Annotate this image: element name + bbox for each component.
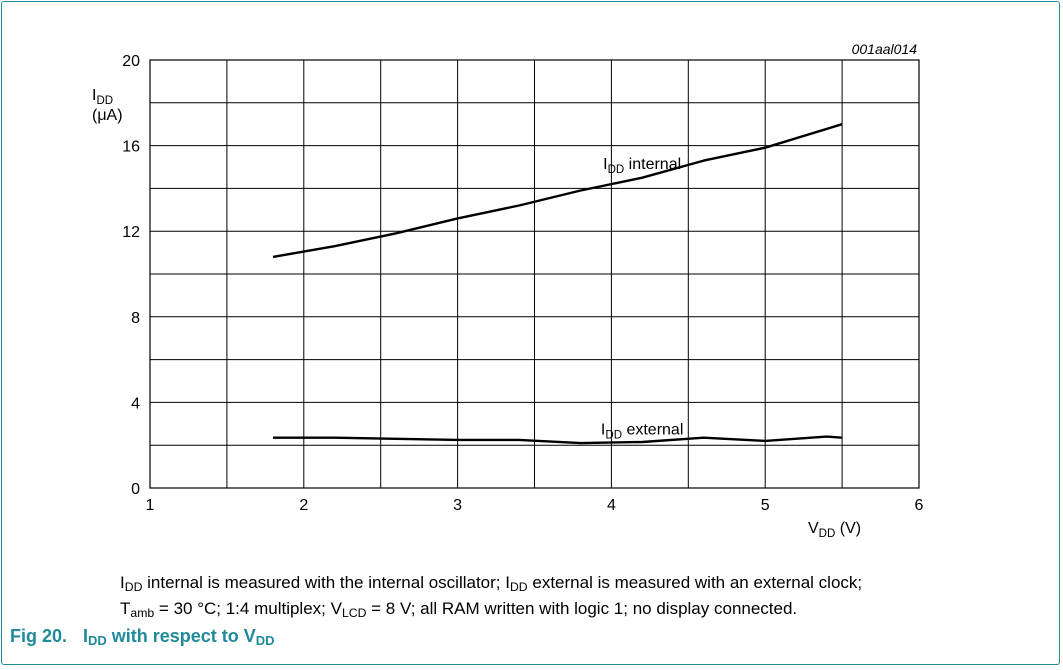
y-tick-label: 20 — [122, 53, 140, 70]
caption-text: I — [83, 626, 89, 646]
y-axis-unit: (μA) — [92, 107, 123, 124]
caption-line-2: Tamb = 30 °C; 1:4 multiplex; VLCD = 8 V;… — [120, 596, 797, 626]
x-tick-label: 2 — [299, 497, 308, 514]
x-axis-label: VDD (V) — [808, 520, 861, 540]
series-label-2: IDD external — [601, 422, 683, 442]
subscript-text: amb — [130, 606, 155, 621]
subscript-text: DD — [88, 633, 107, 649]
y-tick-label: 16 — [122, 139, 140, 156]
caption-line-1: IDD internal is measured with the intern… — [120, 570, 862, 600]
caption-text: I — [120, 573, 125, 592]
caption-text: T — [120, 599, 131, 618]
caption-text: = 30 °C; 1:4 multiplex; V — [154, 599, 342, 618]
y-tick-label: 0 — [131, 481, 140, 498]
series-label-1: IDD internal — [603, 156, 681, 176]
subscript-text: DD — [124, 580, 143, 595]
subscript-text: DD — [509, 580, 528, 595]
series-line-2 — [273, 435, 843, 445]
subscript-text: DD — [255, 633, 275, 649]
y-tick-label: 4 — [131, 395, 140, 412]
figure-title-text: IDD with respect to VDD — [83, 626, 275, 649]
x-tick-label: 4 — [607, 497, 616, 514]
y-tick-label: 8 — [131, 310, 140, 327]
figure-id: 001aal014 — [852, 41, 918, 57]
plot-area-border — [149, 59, 920, 489]
subscript-text: LCD — [341, 606, 367, 621]
y-tick-label: 12 — [122, 224, 140, 241]
series-line-1 — [272, 123, 843, 259]
x-tick-label: 6 — [915, 497, 924, 514]
x-tick-label: 3 — [453, 497, 462, 514]
y-axis-label: IDD — [92, 87, 113, 107]
figure-title: Fig 20. IDD with respect to VDD — [10, 626, 275, 648]
x-tick-label: 5 — [761, 497, 770, 514]
caption-text: = 8 V; all RAM written with logic 1; no … — [366, 599, 798, 618]
caption-text: external is measured with an external cl… — [527, 573, 863, 592]
caption-text: internal is measured with the internal o… — [142, 573, 510, 592]
x-tick-label: 1 — [146, 497, 155, 514]
figure-number: Fig 20. — [10, 626, 68, 646]
caption-text: with respect to V — [106, 626, 256, 646]
